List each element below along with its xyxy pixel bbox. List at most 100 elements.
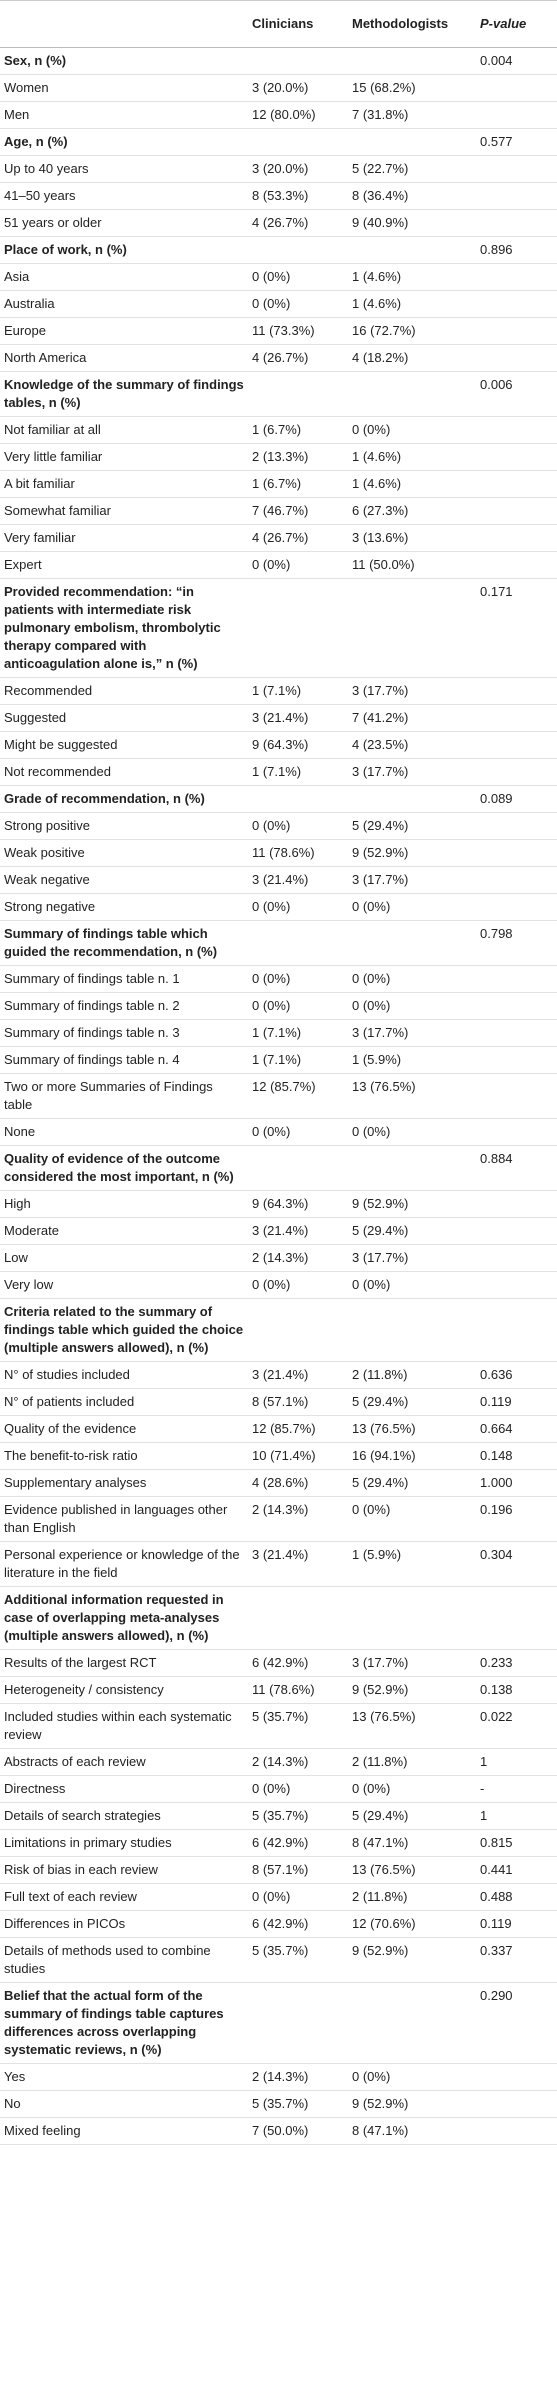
clinicians-value: 3 (21.4%) (248, 1541, 348, 1587)
table-body: Sex, n (%) 0.004 Women 3 (20.0%) 15 (68.2%) M… (0, 47, 557, 2145)
data-row: Abstracts of each review 2 (14.3%) 2 (11.8… (0, 1748, 557, 1776)
clinicians-value: 0 (0%) (248, 1118, 348, 1146)
p-value (476, 992, 557, 1020)
methodologists-value: 9 (52.9%) (348, 2090, 476, 2118)
p-value (476, 290, 557, 318)
methodologists-value: 3 (17.7%) (348, 1649, 476, 1677)
data-row: Two or more Summaries of Findings table 1… (0, 1073, 557, 1119)
cell (348, 578, 476, 678)
methodologists-value: 3 (17.7%) (348, 1244, 476, 1272)
data-row: North America 4 (26.7%) 4 (18.2%) (0, 344, 557, 372)
methodologists-value: 0 (0%) (348, 1118, 476, 1146)
row-label: None (0, 1118, 248, 1146)
section-row: Summary of findings table which guided t… (0, 920, 557, 966)
clinicians-value: 2 (14.3%) (248, 1748, 348, 1776)
cell (348, 1145, 476, 1191)
clinicians-value: 3 (21.4%) (248, 866, 348, 894)
methodologists-value: 1 (4.6%) (348, 290, 476, 318)
section-row: Provided recommendation: “in patients wi… (0, 578, 557, 678)
data-row: Men 12 (80.0%) 7 (31.8%) (0, 101, 557, 129)
row-label: Very familiar (0, 524, 248, 552)
methodologists-value: 12 (70.6%) (348, 1910, 476, 1938)
data-row: The benefit-to-risk ratio 10 (71.4%) 16 (9… (0, 1442, 557, 1470)
row-label: Included studies within each systematic … (0, 1703, 248, 1749)
row-label: Limitations in primary studies (0, 1829, 248, 1857)
section-title: Place of work, n (%) (0, 236, 248, 264)
methodologists-value: 1 (5.9%) (348, 1046, 476, 1074)
p-value (476, 263, 557, 291)
clinicians-value: 5 (35.7%) (248, 1937, 348, 1983)
clinicians-value: 1 (7.1%) (248, 1046, 348, 1074)
methodologists-value: 11 (50.0%) (348, 551, 476, 579)
data-row: Very low 0 (0%) 0 (0%) (0, 1271, 557, 1299)
p-value (476, 209, 557, 237)
methodologists-value: 13 (76.5%) (348, 1856, 476, 1884)
clinicians-value: 1 (7.1%) (248, 758, 348, 786)
p-value: 0.577 (476, 128, 557, 156)
row-label: N° of patients included (0, 1388, 248, 1416)
header-cell: P-value (476, 0, 557, 48)
section-row: Knowledge of the summary of findings tab… (0, 371, 557, 417)
clinicians-value: 0 (0%) (248, 263, 348, 291)
methodologists-value: 13 (76.5%) (348, 1703, 476, 1749)
methodologists-value: 5 (29.4%) (348, 1388, 476, 1416)
p-value (476, 1019, 557, 1047)
clinicians-value: 3 (20.0%) (248, 74, 348, 102)
clinicians-value: 9 (64.3%) (248, 1190, 348, 1218)
p-value: 0.664 (476, 1415, 557, 1443)
data-row: None 0 (0%) 0 (0%) (0, 1118, 557, 1146)
p-value (476, 317, 557, 345)
clinicians-value: 0 (0%) (248, 992, 348, 1020)
section-row: Belief that the actual form of the summa… (0, 1982, 557, 2064)
methodologists-value: 7 (41.2%) (348, 704, 476, 732)
p-value: 0.441 (476, 1856, 557, 1884)
row-label: Not recommended (0, 758, 248, 786)
data-row: Details of search strategies 5 (35.7%) 5 (… (0, 1802, 557, 1830)
p-value: 1 (476, 1748, 557, 1776)
row-label: The benefit-to-risk ratio (0, 1442, 248, 1470)
methodologists-value: 0 (0%) (348, 992, 476, 1020)
p-value: 0.337 (476, 1937, 557, 1983)
header-cell (0, 0, 248, 48)
p-value: 0.119 (476, 1388, 557, 1416)
p-value (476, 677, 557, 705)
methodologists-value: 9 (52.9%) (348, 1190, 476, 1218)
row-label: No (0, 2090, 248, 2118)
data-row: Weak negative 3 (21.4%) 3 (17.7%) (0, 866, 557, 894)
p-value: 0.290 (476, 1982, 557, 2064)
p-value (476, 965, 557, 993)
clinicians-value: 1 (7.1%) (248, 1019, 348, 1047)
data-row: Suggested 3 (21.4%) 7 (41.2%) (0, 704, 557, 732)
data-row: Expert 0 (0%) 11 (50.0%) (0, 551, 557, 579)
row-label: Results of the largest RCT (0, 1649, 248, 1677)
methodologists-value: 0 (0%) (348, 965, 476, 993)
clinicians-value: 3 (21.4%) (248, 1361, 348, 1389)
data-row: Weak positive 11 (78.6%) 9 (52.9%) (0, 839, 557, 867)
section-row: Place of work, n (%) 0.896 (0, 236, 557, 264)
data-row: Not familiar at all 1 (6.7%) 0 (0%) (0, 416, 557, 444)
p-value: - (476, 1775, 557, 1803)
p-value (476, 551, 557, 579)
data-row: Moderate 3 (21.4%) 5 (29.4%) (0, 1217, 557, 1245)
p-value: 0.171 (476, 578, 557, 678)
cell (348, 128, 476, 156)
p-value: 0.148 (476, 1442, 557, 1470)
section-title: Age, n (%) (0, 128, 248, 156)
data-row: Women 3 (20.0%) 15 (68.2%) (0, 74, 557, 102)
methodologists-value: 4 (18.2%) (348, 344, 476, 372)
cell (248, 128, 348, 156)
clinicians-value: 3 (20.0%) (248, 155, 348, 183)
clinicians-value: 7 (50.0%) (248, 2117, 348, 2145)
data-row: Included studies within each systematic … (0, 1703, 557, 1749)
cell (248, 1145, 348, 1191)
data-row: Supplementary analyses 4 (28.6%) 5 (29.4%)… (0, 1469, 557, 1497)
methodologists-value: 1 (4.6%) (348, 263, 476, 291)
row-label: Very little familiar (0, 443, 248, 471)
clinicians-value: 0 (0%) (248, 1775, 348, 1803)
methodologists-value: 16 (72.7%) (348, 317, 476, 345)
p-value: 0.138 (476, 1676, 557, 1704)
p-value: 0.006 (476, 371, 557, 417)
p-value (476, 731, 557, 759)
clinicians-value: 2 (14.3%) (248, 1244, 348, 1272)
